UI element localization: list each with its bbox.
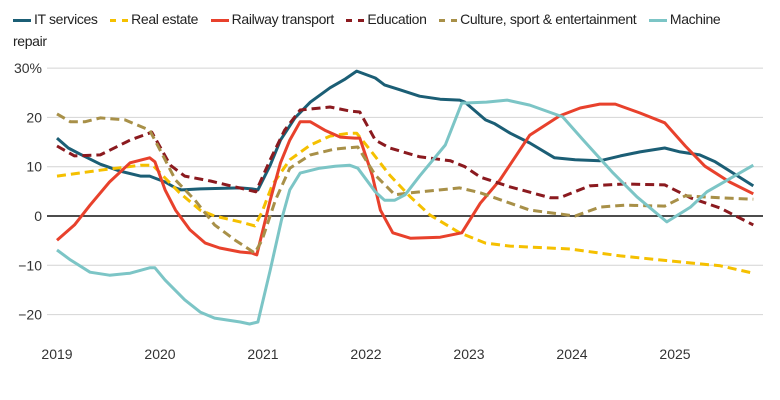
x-tick-label: 2022 (350, 346, 381, 362)
legend-swatch (648, 18, 667, 22)
series-line-culture-sport-entertainment (56, 112, 754, 255)
legend-label: IT services (34, 11, 98, 27)
series-line-it-services (56, 69, 755, 192)
legend-item-education: Education (346, 11, 427, 27)
y-tick-label: 10 (26, 159, 42, 175)
legend-item-railway-transport: Railway transport (210, 11, 335, 27)
legend-item-culture-sport-entertainment: Culture, sport & entertainment (439, 11, 637, 27)
x-tick-label: 2023 (453, 346, 484, 362)
legend-item-it-services: IT services (13, 11, 98, 27)
series-line-real-estate (56, 131, 754, 275)
legend: IT services Real estate Railway transpor… (13, 8, 758, 52)
legend-item-real-estate: Real estate (110, 11, 198, 27)
legend-label: Machine repair (13, 11, 721, 49)
legend-label: Culture, sport & entertainment (460, 11, 637, 27)
x-tick-label: 2020 (144, 346, 175, 362)
x-tick-label: 2025 (659, 346, 690, 362)
x-tick-label: 2024 (556, 346, 587, 362)
y-tick-label: −10 (18, 257, 42, 273)
legend-label: Real estate (131, 11, 199, 27)
legend-swatch (13, 18, 31, 22)
x-tick-label: 2019 (41, 346, 72, 362)
y-tick-label: −20 (18, 307, 42, 323)
series-line-machine-repair (56, 98, 755, 326)
legend-swatch (346, 18, 365, 22)
y-tick-label: 0 (34, 208, 42, 224)
x-tick-label: 2021 (247, 346, 278, 362)
legend-swatch (439, 18, 458, 22)
legend-label: Education (367, 11, 427, 27)
legend-swatch (110, 18, 129, 22)
legend-label: Railway transport (231, 11, 335, 27)
legend-swatch (210, 18, 229, 22)
legend-item-machine-repair: Machine repair (13, 11, 721, 49)
y-tick-label: 30% (14, 60, 42, 76)
y-tick-label: 20 (26, 109, 42, 125)
series-line-education (56, 105, 754, 227)
series-line-railway-transport (56, 102, 754, 257)
